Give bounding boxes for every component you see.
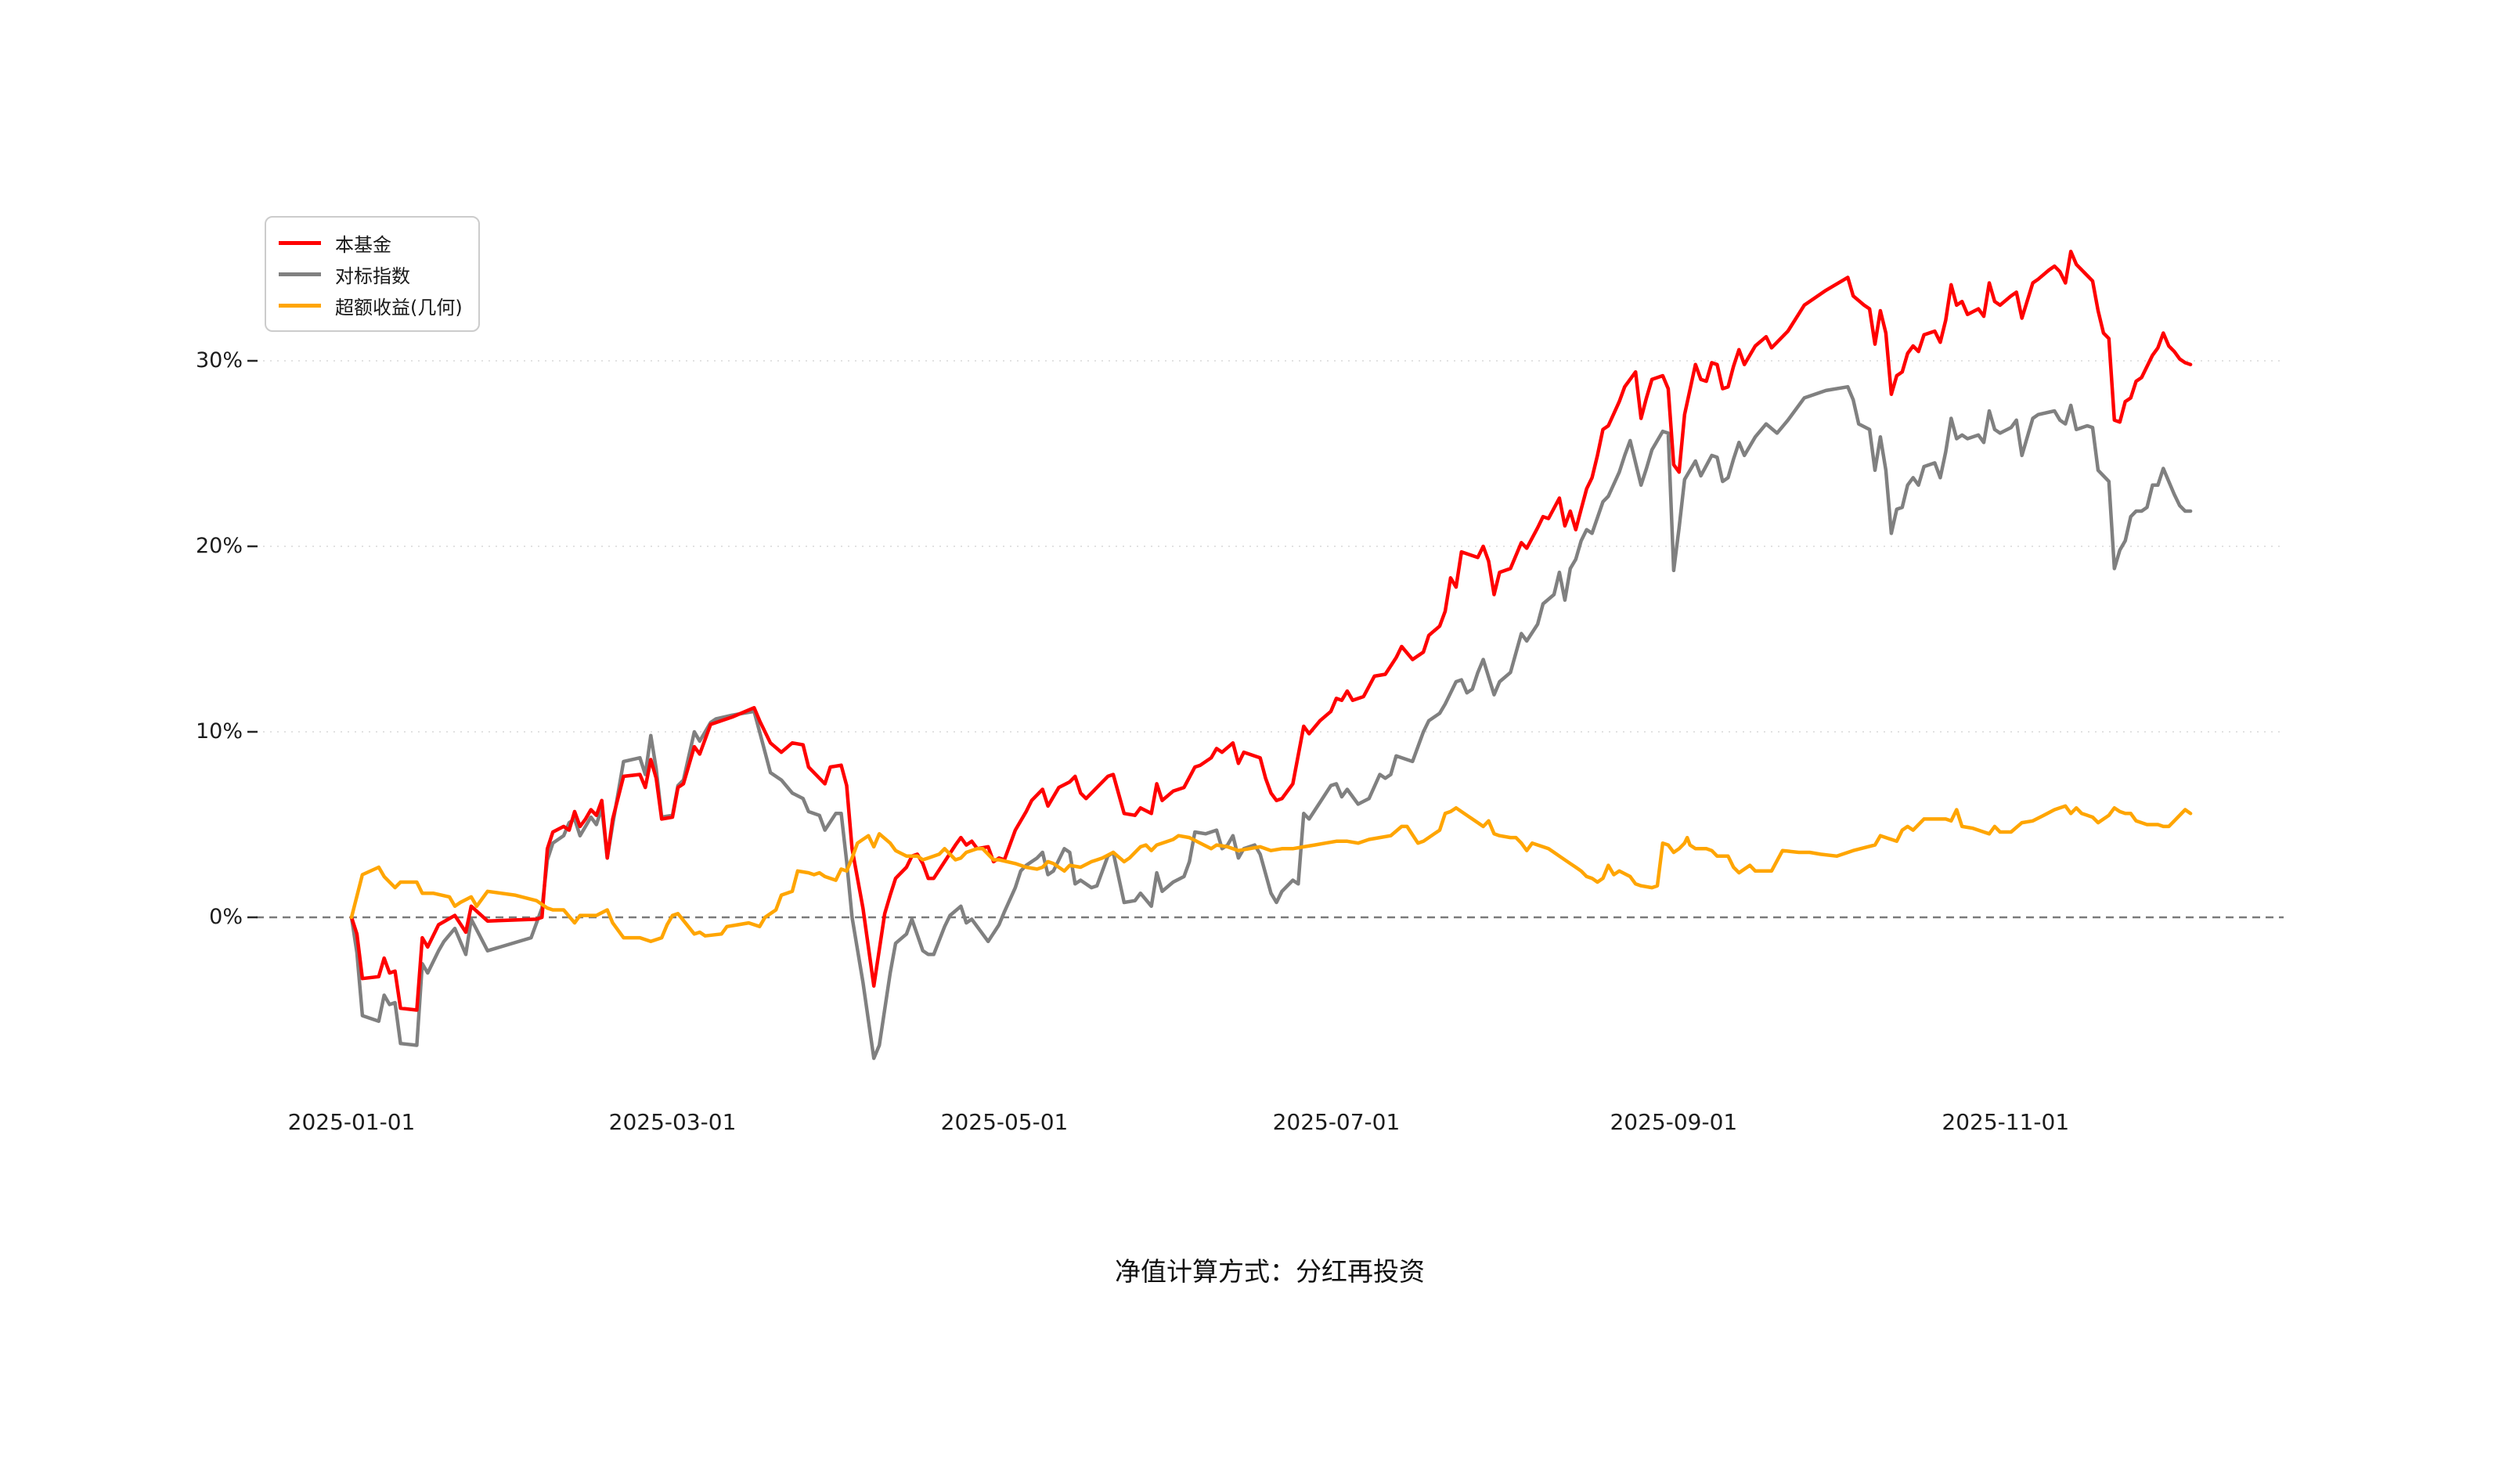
y-tick-label: 10% <box>195 719 243 744</box>
legend-label: 对标指数 <box>335 265 410 287</box>
x-tick-label: 2025-09-01 <box>1610 1109 1738 1135</box>
x-tick-label: 2025-11-01 <box>1942 1109 2070 1135</box>
legend-line-icon <box>279 240 321 245</box>
legend-row: 本基金 <box>279 227 463 258</box>
excess-line <box>349 804 2193 944</box>
legend-line-icon <box>279 272 321 276</box>
fund-line <box>349 249 2193 1012</box>
legend-row: 超额收益(几何) <box>279 290 463 321</box>
x-tick-label: 2025-01-01 <box>287 1109 416 1135</box>
chart-caption: 净值计算方式：分红再投资 <box>1115 1256 1425 1287</box>
benchmark-line <box>349 384 2193 1061</box>
legend-label: 本基金 <box>335 233 391 256</box>
x-tick-label: 2025-07-01 <box>1272 1109 1401 1135</box>
legend-label: 超额收益(几何) <box>335 296 463 319</box>
y-tick-label: 20% <box>195 534 243 558</box>
legend-row: 对标指数 <box>279 258 463 290</box>
y-tick-label: 30% <box>195 348 243 373</box>
chart-legend: 本基金对标指数超额收益(几何) <box>265 216 480 332</box>
legend-line-icon <box>279 303 321 308</box>
y-tick-label: 0% <box>209 905 243 929</box>
x-tick-label: 2025-05-01 <box>940 1109 1069 1135</box>
x-tick-label: 2025-03-01 <box>608 1109 737 1135</box>
